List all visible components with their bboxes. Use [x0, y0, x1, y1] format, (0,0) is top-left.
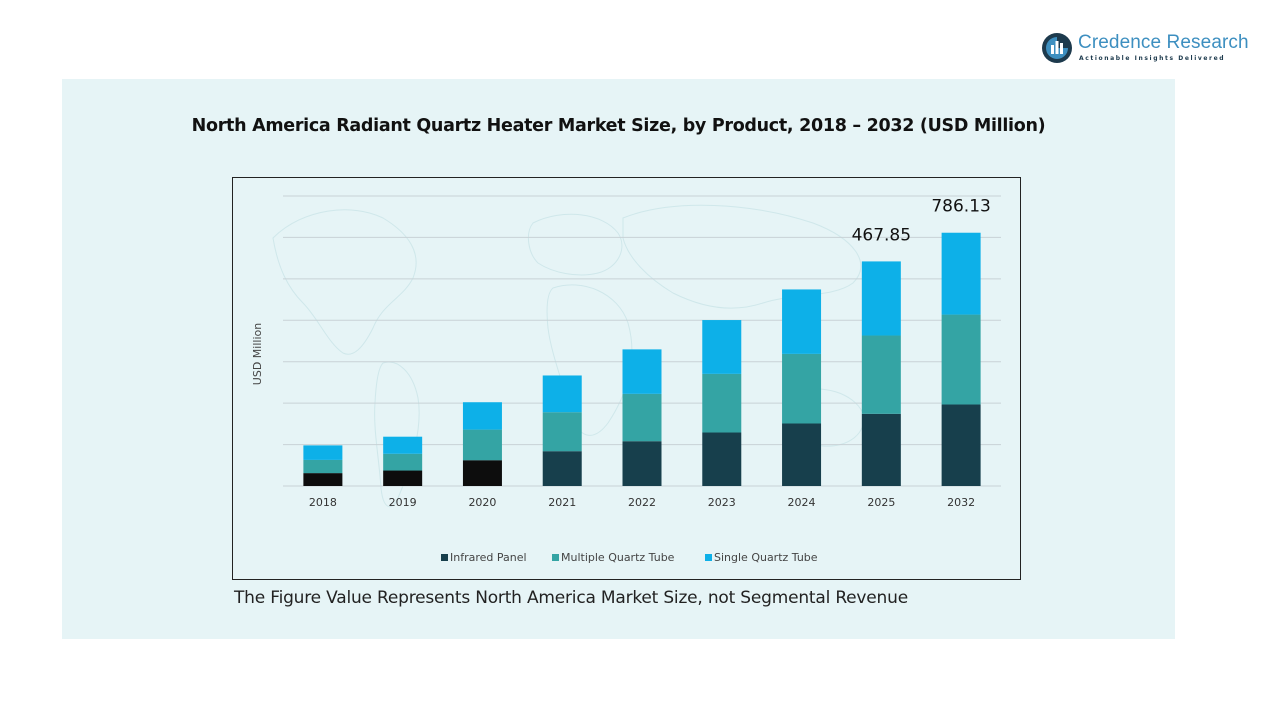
- legend-label: Multiple Quartz Tube: [561, 551, 675, 564]
- bar-multiple-quartz-tube-2023: [702, 373, 742, 433]
- bar-infrared-panel-2019: [383, 470, 423, 486]
- bar-multiple-quartz-tube-2025: [861, 335, 901, 414]
- brand-tagline: Actionable Insights Delivered: [1079, 55, 1226, 62]
- legend-swatch: [552, 554, 559, 561]
- bar-single-quartz-tube-2032: [941, 232, 981, 315]
- legend-swatch: [441, 554, 448, 561]
- bar-infrared-panel-2021: [542, 451, 582, 486]
- bar-multiple-quartz-tube-2024: [782, 353, 822, 424]
- bar-single-quartz-tube-2020: [462, 402, 502, 430]
- bar-infrared-panel-2020: [462, 460, 502, 486]
- x-tick-label: 2019: [389, 496, 417, 509]
- bar-infrared-panel-2025: [861, 413, 901, 486]
- legend-item-single-quartz-tube: Single Quartz Tube: [705, 551, 818, 564]
- legend-swatch: [705, 554, 712, 561]
- legend-label: Single Quartz Tube: [714, 551, 818, 564]
- bar-multiple-quartz-tube-2018: [303, 459, 343, 474]
- footnote: The Figure Value Represents North Americ…: [234, 588, 908, 608]
- x-tick-label: 2025: [867, 496, 895, 509]
- bar-infrared-panel-2032: [941, 404, 981, 486]
- chart-frame: 2018 2019 2020 2021 2022 2023 2024 2025 2032 467…: [232, 177, 1021, 580]
- bar-multiple-quartz-tube-2019: [383, 453, 423, 471]
- bar-single-quartz-tube-2023: [702, 320, 742, 374]
- chart-panel: [62, 79, 1175, 639]
- x-tick-label: 2032: [947, 496, 975, 509]
- bar-single-quartz-tube-2024: [782, 289, 822, 354]
- data-label-2025: 467.85: [852, 225, 911, 245]
- data-label-2032: 786.13: [931, 197, 990, 217]
- x-tick-label: 2022: [628, 496, 656, 509]
- chart-title: North America Radiant Quartz Heater Mark…: [191, 116, 1046, 136]
- bars: [303, 232, 981, 486]
- x-tick-label: 2021: [548, 496, 576, 509]
- legend-item-infrared-panel: Infrared Panel: [441, 551, 527, 564]
- credence-logo-icon: [1042, 33, 1072, 63]
- bar-single-quartz-tube-2022: [622, 349, 662, 394]
- bar-single-quartz-tube-2025: [861, 261, 901, 336]
- data-labels: 467.85 786.13: [852, 197, 991, 246]
- bar-infrared-panel-2024: [782, 423, 822, 486]
- bar-single-quartz-tube-2019: [383, 436, 423, 454]
- x-tick-label: 2024: [788, 496, 816, 509]
- bar-multiple-quartz-tube-2021: [542, 412, 582, 452]
- y-axis-label: USD Million: [251, 323, 264, 385]
- x-tick-label: 2023: [708, 496, 736, 509]
- bar-single-quartz-tube-2021: [542, 375, 582, 413]
- bar-infrared-panel-2022: [622, 441, 662, 486]
- legend-label: Infrared Panel: [450, 551, 527, 564]
- bar-infrared-panel-2018: [303, 473, 343, 486]
- legend: Infrared Panel Multiple Quartz Tube Single…: [441, 551, 818, 564]
- brand-name: Credence Research: [1078, 32, 1249, 53]
- bar-infrared-panel-2023: [702, 432, 742, 486]
- bar-multiple-quartz-tube-2020: [462, 429, 502, 461]
- x-tick-label: 2020: [468, 496, 496, 509]
- x-tick-label: 2018: [309, 496, 337, 509]
- bar-chart: 2018 2019 2020 2021 2022 2023 2024 2025 2032 467…: [251, 195, 1001, 564]
- credence-logo: Credence Research Actionable Insights De…: [1040, 31, 1255, 67]
- bar-multiple-quartz-tube-2032: [941, 314, 981, 405]
- bar-single-quartz-tube-2018: [303, 445, 343, 460]
- bar-multiple-quartz-tube-2022: [622, 393, 662, 442]
- x-axis-labels: 2018 2019 2020 2021 2022 2023 2024 2025 2032: [309, 496, 975, 509]
- legend-item-multiple-quartz-tube: Multiple Quartz Tube: [552, 551, 675, 564]
